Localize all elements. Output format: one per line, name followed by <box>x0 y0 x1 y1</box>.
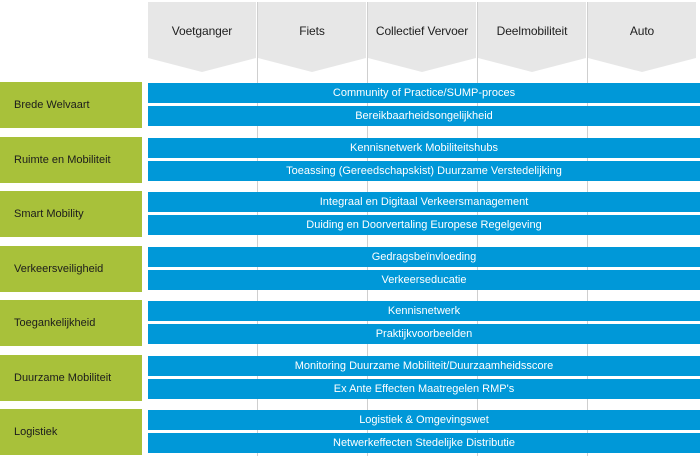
topic-bar: Praktijkvoorbeelden <box>148 324 700 344</box>
topic-bar: Toeassing (Gereedschapskist) Duurzame Ve… <box>148 161 700 181</box>
column-header-label: Collectief Vervoer <box>375 24 469 38</box>
column-header-label: Auto <box>629 24 655 38</box>
topic-bar: Kennisnetwerk Mobiliteitshubs <box>148 138 700 158</box>
column-header-label: Deelmobiliteit <box>496 24 568 38</box>
topic-bar: Logistiek & Omgevingswet <box>148 410 700 430</box>
column-header: Deelmobiliteit <box>478 2 586 72</box>
column-header-label: Voetganger <box>171 24 233 38</box>
topic-bar: Duiding en Doorvertaling Europese Regelg… <box>148 215 700 235</box>
topic-bar: Gedragsbeïnvloeding <box>148 247 700 267</box>
topic-bar: Bereikbaarheidsongelijkheid <box>148 106 700 126</box>
topic-bar: Ex Ante Effecten Maatregelen RMP's <box>148 379 700 399</box>
column-header: Fiets <box>258 2 366 72</box>
topic-bar: Community of Practice/SUMP-proces <box>148 83 700 103</box>
row-label: Brede Welvaart <box>0 82 142 128</box>
row-label: Logistiek <box>0 409 142 455</box>
topic-bar: Netwerkeffecten Stedelijke Distributie <box>148 433 700 453</box>
row-label: Smart Mobility <box>0 191 142 237</box>
row-label: Verkeersveiligheid <box>0 246 142 292</box>
row-label: Ruimte en Mobiliteit <box>0 137 142 183</box>
topic-bar: Integraal en Digitaal Verkeersmanagement <box>148 192 700 212</box>
topic-bar: Verkeerseducatie <box>148 270 700 290</box>
column-header-label: Fiets <box>299 24 325 38</box>
column-header: Auto <box>588 2 696 72</box>
topic-bar: Monitoring Duurzame Mobiliteit/Duurzaamh… <box>148 356 700 376</box>
topic-bar: Kennisnetwerk <box>148 301 700 321</box>
column-header: Voetganger <box>148 2 256 72</box>
row-label: Duurzame Mobiliteit <box>0 355 142 401</box>
column-header: Collectief Vervoer <box>368 2 476 72</box>
row-label: Toegankelijkheid <box>0 300 142 346</box>
